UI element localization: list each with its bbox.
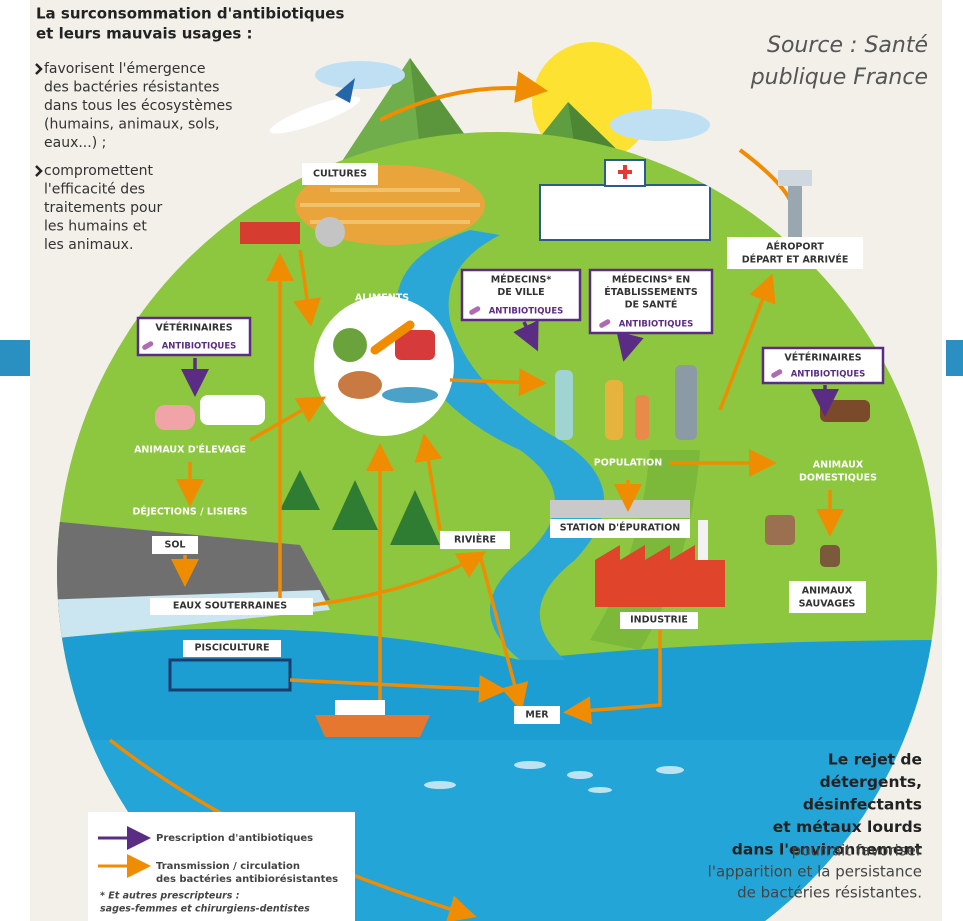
decor-ellipse [315, 61, 405, 89]
place-label: RIVIÈRE [454, 534, 496, 546]
prescriber-title: MÉDECINS* [491, 274, 552, 286]
note-text: de bactéries résistantes. [737, 884, 922, 902]
legend-label: Transmission / circulation [156, 861, 300, 872]
header-bullet: les humains et [44, 219, 147, 235]
note-bold: Le rejet de [828, 751, 922, 769]
place-label: STATION D'ÉPURATION [560, 522, 681, 534]
place-label: AÉROPORT [766, 241, 824, 253]
place-label: CULTURES [313, 169, 367, 180]
decor-rect [820, 545, 840, 567]
decor-circle [315, 217, 345, 247]
decor-ellipse [338, 371, 382, 399]
header-title: et leurs mauvais usages : [36, 25, 253, 43]
prescriber-title: ÉTABLISSEMENTS [604, 286, 698, 298]
header-bullet: dans tous les écosystèmes [44, 98, 232, 114]
note-bold: détergents, [820, 773, 922, 791]
legend-footnote: sages-femmes et chirurgiens-dentistes [100, 904, 310, 915]
decor-rect [946, 340, 963, 376]
source: publique France [750, 65, 928, 90]
prescriber-title: DE SANTÉ [625, 299, 678, 311]
decor-rect [675, 365, 697, 440]
decor-rect [0, 340, 30, 376]
decor-rect [555, 370, 573, 440]
decor-rect [605, 380, 623, 440]
place-label: EAUX SOUTERRAINES [173, 601, 287, 612]
prescriber-tag: ANTIBIOTIQUES [162, 342, 237, 352]
header-bullet: l'efficacité des [44, 182, 145, 198]
decor-ellipse [656, 766, 684, 774]
legend-label: Prescription d'antibiotiques [156, 833, 313, 844]
decor-rect [635, 395, 649, 440]
place-label: DÉJECTIONS / LISIERS [133, 506, 248, 518]
decor-circle [333, 328, 367, 362]
header-title: La surconsommation d'antibiotiques [36, 5, 344, 23]
note-bold: et métaux lourds [773, 818, 922, 836]
prescriber-title: DE VILLE [497, 287, 544, 298]
note-bold: désinfectants [803, 796, 922, 814]
decor-rect [765, 515, 795, 545]
legend-label: des bactéries antibiorésistantes [156, 873, 338, 885]
prescriber-tag: ANTIBIOTIQUES [619, 320, 694, 330]
place-label: SAUVAGES [799, 599, 856, 610]
decor-ellipse [424, 781, 456, 789]
decor-circle [314, 296, 454, 436]
place-label: DOMESTIQUES [799, 473, 877, 484]
prescriber-title: VÉTÉRINAIRES [155, 322, 232, 334]
place-label: DÉPART ET ARRIVÉE [742, 254, 849, 266]
header-bullet: compromettent [44, 163, 154, 179]
decor-ellipse [382, 387, 438, 403]
header-bullet: les animaux. [44, 237, 133, 253]
prescriber-tag: ANTIBIOTIQUES [791, 370, 866, 380]
decor-rect [778, 170, 812, 186]
decor-rect [820, 400, 870, 422]
decor-rect [200, 395, 265, 425]
prescriber-title: VÉTÉRINAIRES [784, 352, 861, 364]
decor-rect [698, 520, 708, 560]
place-label: POPULATION [594, 458, 662, 469]
decor-rect [240, 222, 300, 244]
decor-ellipse [514, 761, 546, 769]
decor-rect [550, 500, 690, 518]
place-label: PISCICULTURE [194, 643, 269, 654]
place-label: INDUSTRIE [630, 615, 688, 626]
place-label: ANIMAUX D'ÉLEVAGE [134, 444, 246, 456]
header-bullet: traitements pour [44, 200, 162, 216]
place-label: ANIMAUX [813, 460, 864, 471]
place-label: MER [525, 710, 549, 721]
place-label: ANIMAUX [802, 586, 853, 597]
decor-ellipse [567, 771, 593, 779]
decor-ellipse [610, 109, 710, 141]
page: La surconsommation d'antibiotiques et leu… [0, 0, 963, 921]
header-bullet: favorisent l'émergence [44, 61, 206, 77]
header-bullet: eaux...) ; [44, 135, 106, 151]
decor-rect [540, 185, 710, 240]
place-label: ALIMENTS [355, 293, 409, 304]
note-text: l'apparition et la persistance [708, 863, 922, 881]
header-bullet: (humains, animaux, sols, [44, 117, 220, 133]
decor-polygon [315, 715, 430, 737]
prescriber-tag: ANTIBIOTIQUES [489, 307, 564, 317]
decor-rect [155, 405, 195, 430]
decor-rect [335, 700, 385, 715]
note-text: pourrait favoriser [792, 842, 923, 860]
place-label: SOL [165, 540, 186, 551]
decor-ellipse [588, 787, 612, 793]
source: Source : Santé [767, 33, 928, 58]
prescriber-title: MÉDECINS* EN [612, 274, 690, 286]
infographic: La surconsommation d'antibiotiques et leu… [0, 0, 963, 921]
legend-footnote: * Et autres prescripteurs : [100, 891, 240, 902]
header-bullet: des bactéries résistantes [44, 80, 219, 96]
